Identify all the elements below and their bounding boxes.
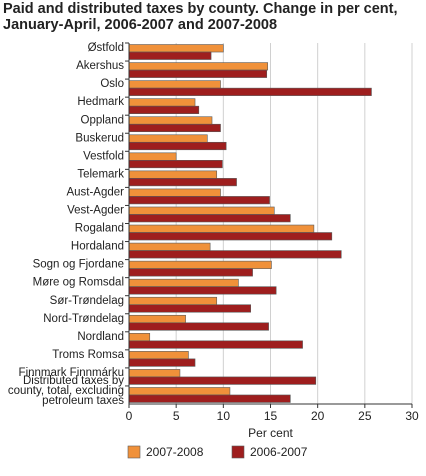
bar-2007-2008-9	[128, 206, 275, 215]
bar-2006-2007-3	[128, 105, 200, 114]
category-label: Møre og Romsdal	[33, 277, 124, 289]
bar-2007-2008-4	[128, 116, 213, 125]
legend-label-2006-2007: 2006-2007	[250, 445, 308, 459]
category-label: Sogn og Fjordane	[33, 259, 124, 271]
bar-2007-2008-6	[128, 152, 177, 161]
bar-2007-2008-5	[128, 134, 208, 143]
bar-2007-2008-13	[128, 278, 239, 287]
category-label: Buskerud	[75, 132, 124, 144]
category-label: Oppland	[81, 114, 124, 126]
bar-2006-2007-9	[128, 214, 291, 223]
bar-2006-2007-15	[128, 322, 269, 331]
bar-2006-2007-18	[128, 376, 317, 385]
bar-2007-2008-2	[128, 80, 221, 89]
bar-2006-2007-6	[128, 160, 223, 169]
x-tick-label: 0	[126, 409, 133, 423]
bar-2006-2007-8	[128, 196, 270, 205]
bar-2006-2007-14	[128, 304, 251, 313]
category-label: Rogaland	[75, 223, 124, 235]
bar-2006-2007-12	[128, 268, 253, 277]
category-label: Finnmark Finnmárku	[19, 367, 124, 379]
bar-2006-2007-1	[128, 69, 268, 78]
bar-2006-2007-11	[128, 250, 342, 259]
chart-title-line-1: Paid and distributed taxes by county. Ch…	[3, 1, 398, 17]
category-label: Sør-Trøndelag	[50, 295, 124, 307]
category-label: county, total, excluding	[8, 385, 124, 397]
category-label: Hordaland	[71, 241, 124, 253]
category-label: Troms Romsa	[52, 349, 124, 361]
bar-2007-2008-17	[128, 351, 189, 360]
legend-label-2007-2008: 2007-2008	[146, 445, 204, 459]
x-tick-label: 10	[217, 409, 231, 423]
bar-2007-2008-12	[128, 260, 272, 269]
bar-2006-2007-5	[128, 141, 227, 151]
x-tick-label: 5	[173, 409, 180, 423]
chart-title-line-2: January-April, 2006-2007 and 2007-2008	[3, 17, 278, 33]
x-tick-label: 20	[311, 409, 325, 423]
category-label: Vest-Agder	[67, 205, 124, 217]
chart-title: Paid and distributed taxes by county. Ch…	[3, 1, 423, 33]
bar-2006-2007-10	[128, 232, 333, 241]
x-axis-label: Per cent	[248, 426, 293, 440]
bar-2007-2008-14	[128, 296, 218, 306]
bar-2006-2007-16	[128, 340, 303, 349]
legend-swatch-2006-2007	[231, 445, 245, 459]
bar-2007-2008-11	[128, 242, 211, 251]
category-label: Vestfold	[83, 150, 124, 162]
bar-2006-2007-17	[128, 358, 196, 367]
bar-2007-2008-15	[128, 314, 186, 324]
bar-2007-2008-18	[128, 369, 181, 378]
category-label: Hedmark	[77, 96, 124, 108]
bar-2007-2008-3	[128, 98, 196, 107]
bar-2007-2008-16	[128, 333, 151, 342]
x-tick-label: 30	[405, 409, 419, 423]
bar-2006-2007-4	[128, 123, 221, 133]
x-tick-label: 15	[264, 409, 278, 423]
category-label: petroleum taxes	[42, 395, 124, 407]
category-label: Akershus	[76, 60, 124, 72]
x-tick-label: 25	[358, 409, 372, 423]
bar-2007-2008-1	[128, 62, 268, 71]
bar-2007-2008-19	[128, 387, 231, 396]
bar-2006-2007-0	[128, 51, 212, 60]
category-label: Distributed taxes by	[23, 375, 124, 387]
bar-2006-2007-13	[128, 286, 277, 295]
category-label: Aust-Agder	[66, 186, 124, 198]
bar-2007-2008-7	[128, 170, 218, 179]
bar-2007-2008-0	[128, 44, 224, 53]
category-label: Østfold	[88, 42, 124, 54]
bar-2007-2008-10	[128, 224, 315, 233]
bar-2006-2007-2	[128, 87, 372, 96]
bar-2007-2008-8	[128, 188, 221, 197]
category-label: Nordland	[77, 331, 124, 343]
bar-2006-2007-19	[128, 394, 291, 403]
bar-2006-2007-7	[128, 178, 237, 187]
legend-swatch-2007-2008	[127, 445, 141, 459]
category-label: Nord-Trøndelag	[43, 313, 124, 325]
category-label: Oslo	[100, 78, 124, 90]
category-label: Telemark	[77, 168, 124, 180]
